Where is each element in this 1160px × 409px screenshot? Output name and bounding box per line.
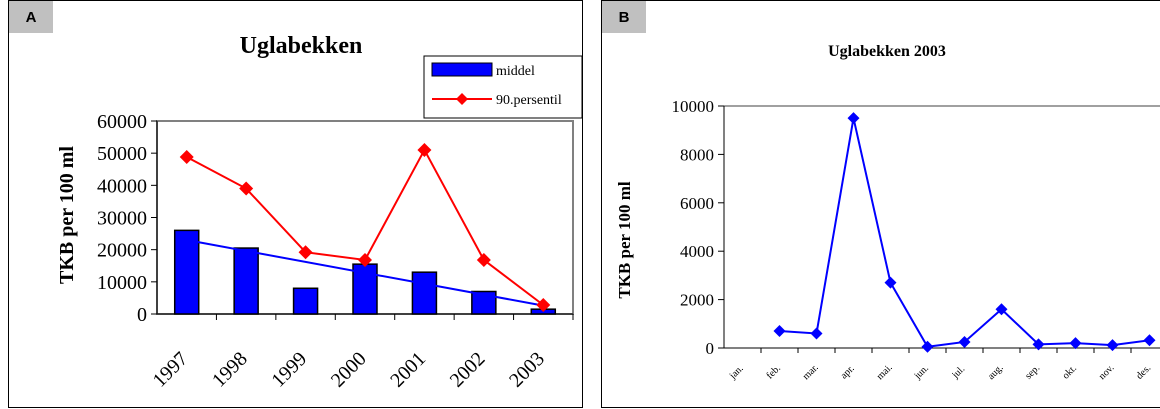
chart-b-y-tick-label: 6000 xyxy=(680,194,714,213)
chart-a-x-tick-label: 2000 xyxy=(327,348,371,392)
chart-a-point-90-persentil xyxy=(179,150,194,165)
chart-a-x-tick-label: 2003 xyxy=(505,348,549,392)
chart-b-point xyxy=(847,112,860,125)
chart-b-y-tick-label: 0 xyxy=(706,339,715,358)
chart-b-point xyxy=(1032,338,1045,351)
chart-panel-a: A Uglabekken TKB per 100 ml middel 90.pe… xyxy=(8,0,583,408)
chart-a-trendline xyxy=(186,239,544,307)
chart-a-y-tick-label: 50000 xyxy=(97,143,147,165)
chart-a-point-90-persentil xyxy=(536,297,551,312)
chart-b-x-tick-label: jan. xyxy=(727,363,746,382)
chart-b-y-tick-label: 8000 xyxy=(680,145,714,164)
chart-a-y-tick-label: 0 xyxy=(137,304,147,326)
chart-b-x-tick-label: aug. xyxy=(986,362,1006,382)
chart-a-x-tick-label: 1998 xyxy=(208,348,252,392)
chart-a-bar-middel xyxy=(292,287,319,315)
chart-a-svg: Uglabekken TKB per 100 ml middel 90.pers… xyxy=(56,33,583,392)
chart-a-x-tick-label: 2001 xyxy=(386,348,430,392)
chart-a-bar-middel xyxy=(173,229,200,315)
panel-badge-b: B xyxy=(602,1,646,33)
chart-b-x-tick-label: mai. xyxy=(875,362,895,382)
chart-a-point-90-persentil xyxy=(298,245,313,260)
chart-b-point xyxy=(1143,334,1156,347)
chart-a-point-90-persentil xyxy=(417,142,432,157)
chart-b-title: Uglabekken 2003 xyxy=(828,43,946,60)
chart-a-x-tick-label: 1999 xyxy=(267,348,311,392)
chart-a-point-90-persentil xyxy=(239,181,254,196)
chart-b-point xyxy=(1069,337,1082,350)
chart-a-y-tick-label: 40000 xyxy=(97,175,147,197)
chart-a-bar-middel xyxy=(233,247,259,315)
chart-a-legend: middel 90.persentil xyxy=(423,55,583,119)
chart-a-x-tick-label: 2002 xyxy=(446,348,490,392)
chart-b-point xyxy=(773,325,786,338)
chart-b-x-tick-label: jun. xyxy=(912,363,931,382)
chart-b-y-tick-label: 2000 xyxy=(680,291,714,310)
chart-a-y-axis-label: TKB per 100 ml xyxy=(56,146,78,284)
chart-b-x-tick-label: mar. xyxy=(801,362,821,382)
chart-b-point xyxy=(810,327,823,340)
legend-swatch-middel xyxy=(431,62,493,77)
chart-b-svg: Uglabekken 2003 TKB per 100 ml 0 2000 4000… xyxy=(615,43,1160,382)
chart-b-y-axis-label: TKB per 100 ml xyxy=(615,181,634,299)
chart-a-y-tick-label: 10000 xyxy=(97,272,147,294)
chart-b-point xyxy=(1106,339,1119,352)
chart-b-x-tick-label: nov. xyxy=(1097,362,1117,382)
chart-b-x-tick-label: okt. xyxy=(1060,363,1079,382)
chart-b-x-tick-label: jul. xyxy=(950,364,968,382)
chart-b-line xyxy=(779,117,1150,348)
chart-b-x-tick-label: des. xyxy=(1134,363,1153,382)
chart-a-bar-middel xyxy=(411,271,438,315)
legend-label-middel: middel xyxy=(496,64,535,79)
chart-a-x-tick-label: 1997 xyxy=(149,348,193,392)
chart-b-y-tick-label: 4000 xyxy=(680,242,714,261)
chart-b-y-tick-label: 10000 xyxy=(672,97,715,116)
chart-a-bar-middel xyxy=(471,290,497,315)
legend-marker-90-persentil xyxy=(456,93,468,105)
chart-b-x-tick-label: sep. xyxy=(1023,363,1042,382)
chart-a-title: Uglabekken xyxy=(240,33,363,59)
chart-b-x-tick-label: apr. xyxy=(839,363,857,381)
chart-b-point xyxy=(921,340,934,353)
panel-badge-a: A xyxy=(9,1,53,33)
chart-b-point xyxy=(958,335,971,348)
chart-b-point xyxy=(884,276,897,289)
chart-b-point xyxy=(995,303,1008,316)
legend-label-90-persentil: 90.persentil xyxy=(496,93,562,108)
chart-a-y-tick-label: 30000 xyxy=(97,208,147,230)
chart-b-x-tick-label: feb. xyxy=(764,363,783,382)
chart-a-y-tick-label: 60000 xyxy=(97,111,147,133)
chart-a-y-tick-label: 20000 xyxy=(97,240,147,262)
chart-panel-b: B Uglabekken 2003 TKB per 100 ml 0 2000 40… xyxy=(601,0,1160,408)
